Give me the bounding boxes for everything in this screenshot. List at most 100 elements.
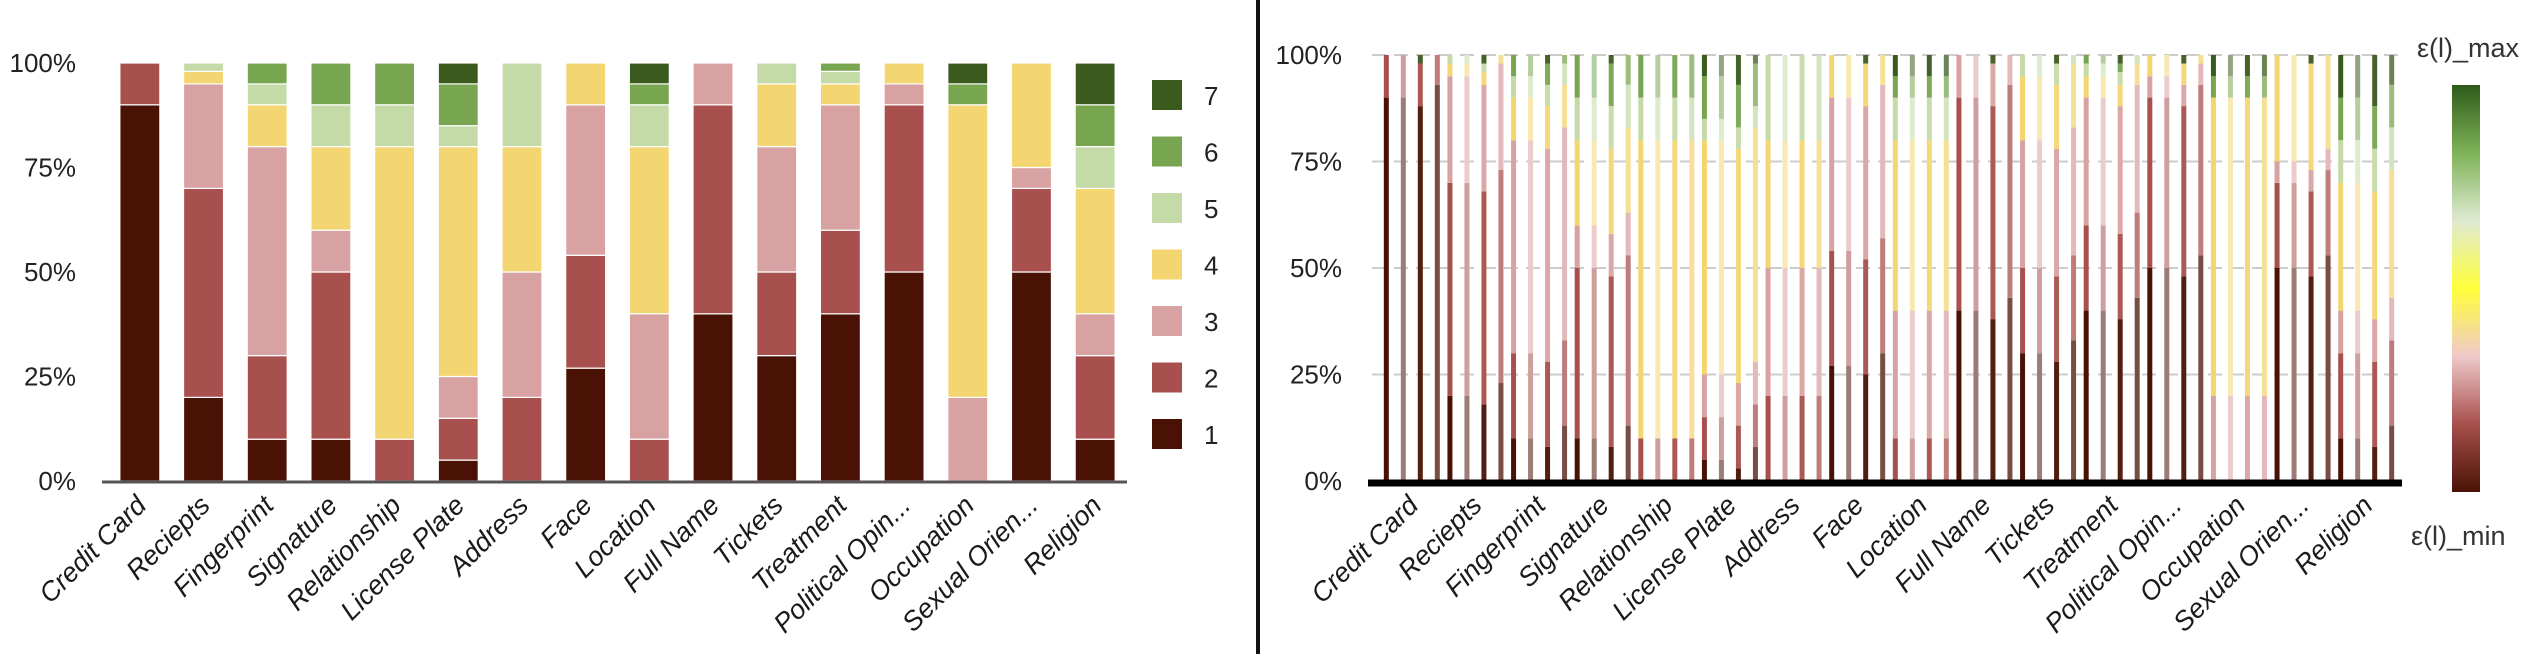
right-bar-segment <box>2389 84 2395 128</box>
right-bar-segment <box>2117 63 2123 73</box>
right-bar-segment <box>2134 84 2140 213</box>
right-bar-segment <box>1608 148 1614 234</box>
right-bar-segment <box>2308 55 2314 64</box>
right-bar-segment <box>2227 76 2233 98</box>
right-bar-segment <box>1545 63 1551 85</box>
right-bar-segment <box>1701 374 1707 418</box>
right-bar-segment <box>1574 438 1580 481</box>
right-bar-segment <box>2372 361 2378 447</box>
right-bar-segment <box>1926 140 1932 311</box>
right-bar-segment <box>1846 365 1852 481</box>
right-bar-segment <box>2134 212 2140 298</box>
right-bar-segment <box>1718 140 1724 375</box>
right-bar-segment <box>1625 212 1631 256</box>
right-bar-segment <box>2244 55 2250 77</box>
right-bar-segment <box>2274 182 2280 268</box>
right-bar-segment <box>1718 55 1724 77</box>
right-bar-segment <box>2071 340 2077 481</box>
right-bar-segment <box>1417 63 1423 107</box>
left-bar-segment <box>819 104 862 231</box>
right-bar-segment <box>2210 55 2216 77</box>
right-bar-segment <box>1892 140 1898 311</box>
right-bar-segment <box>1464 76 1470 183</box>
right-bar-segment <box>2325 148 2331 171</box>
right-bar-segment <box>2083 76 2089 98</box>
right-bar-segment <box>1481 191 1487 405</box>
right-bar-segment <box>1400 55 1406 98</box>
right-bar-segment <box>2274 268 2280 481</box>
right-bar-segment <box>1464 63 1470 77</box>
right-bar-segment <box>2147 76 2153 98</box>
left-bar-segment <box>819 229 862 315</box>
right-bar-segment <box>1481 55 1487 64</box>
right-bar-segment <box>2054 148 2060 277</box>
left-bar-segment <box>246 355 288 440</box>
right-bar-segment <box>1545 446 1551 481</box>
right-bar-segment <box>2007 84 2013 298</box>
right-bar-segment <box>1943 97 1949 141</box>
legend-swatch <box>1152 419 1182 449</box>
right-bar-segment <box>1511 55 1517 77</box>
right-bar-segment <box>1528 353 1534 439</box>
left-bar-segment <box>565 62 607 106</box>
left-bar-segment <box>1010 187 1053 273</box>
left-bar-segment <box>565 367 607 482</box>
left-bar-segment <box>182 83 225 190</box>
right-bar-segment <box>1909 55 1915 77</box>
legend-swatch <box>1152 136 1182 167</box>
right-bar-segment <box>1511 438 1517 481</box>
right-bar-segment <box>1689 438 1695 481</box>
legend-label: 6 <box>1204 138 1218 168</box>
left-bar-segment <box>182 70 225 85</box>
right-bar-segment <box>2147 268 2153 481</box>
right-bar-segment <box>1799 395 1805 481</box>
right-bar-segment <box>1973 97 1979 311</box>
left-bar-segment <box>628 62 670 85</box>
right-bar-segment <box>2054 361 2060 481</box>
right-bar-segment <box>2147 97 2153 268</box>
right-bar-segment <box>1765 395 1771 481</box>
right-bar-segment <box>1625 425 1631 481</box>
left-bar-segment <box>373 104 416 148</box>
legend-swatch <box>1152 306 1182 336</box>
right-bar-segment <box>1672 55 1678 98</box>
right-bar-segment <box>1498 383 1504 481</box>
right-bar-segment <box>2389 425 2395 481</box>
right-bar-segment <box>2308 276 2314 481</box>
right-bar-segment <box>1735 383 1741 426</box>
right-bar-segment <box>1880 238 1886 354</box>
left-bar-segment <box>565 104 607 256</box>
right-bar-segment <box>2100 63 2106 77</box>
right-bar-segment <box>1481 72 1487 85</box>
right-bar-segment <box>2100 76 2106 98</box>
right-bar-segment <box>2338 182 2344 311</box>
right-bar-segment <box>2164 76 2170 98</box>
left-bar-segment <box>310 62 352 106</box>
right-bar-segment <box>1909 438 1915 481</box>
left-bar-segment <box>756 271 798 357</box>
right-bar-segment <box>1689 55 1695 98</box>
colorbar-max-label: ε(l)_max <box>2417 33 2520 63</box>
right-bar-segment <box>1752 55 1758 64</box>
left-bar-segment <box>1074 104 1116 148</box>
left-bar-segment <box>437 125 479 148</box>
right-bar-segment <box>2244 395 2250 481</box>
right-bar-segment <box>1799 268 1805 396</box>
right-stacked-bar-chart: 0%25%50%75%100%Credit CardRecieptsFinger… <box>1276 33 2520 639</box>
left-bar-segment <box>310 146 352 231</box>
right-bar-segment <box>2308 170 2314 192</box>
right-bar-segment <box>1638 97 1644 141</box>
right-bar-segment <box>1562 425 1568 481</box>
left-bar-segment <box>373 62 416 106</box>
left-bar-segment <box>819 70 862 85</box>
right-bar-segment <box>2291 182 2297 268</box>
right-bar-segment <box>2037 76 2043 141</box>
right-bar-segment <box>1735 127 1741 149</box>
right-bar-segment <box>2261 97 2267 396</box>
right-bar-segment <box>1765 55 1771 141</box>
right-bar-segment <box>1464 395 1470 481</box>
right-bar-segment <box>2117 106 2123 234</box>
right-bar-segment <box>2372 55 2378 64</box>
right-bar-segment <box>1926 310 1932 439</box>
right-bar-segment <box>2083 310 2089 481</box>
